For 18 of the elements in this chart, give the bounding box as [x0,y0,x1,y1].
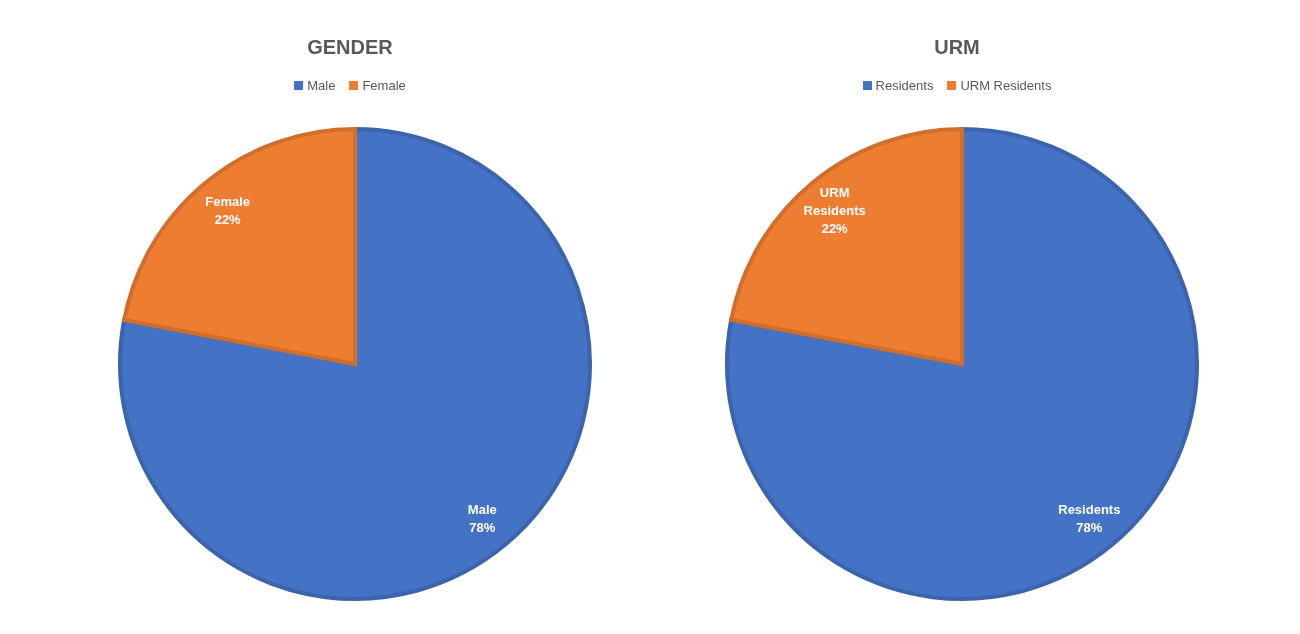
legend-label: Male [307,78,336,93]
legend-label: Female [362,78,406,93]
chart-title: URM [933,36,981,59]
chart-title: GENDER [306,36,394,59]
pie-slice [122,127,357,366]
slice-label: URM Residents [803,184,866,218]
data-label: 22% [821,220,849,236]
data-label: 78% [469,519,496,535]
pie-slice [118,127,592,601]
slice-label: Residents [1058,501,1121,517]
data-label: 78% [1076,519,1103,535]
slice-label: Female [205,193,251,209]
pie-slice [725,127,1199,601]
legend-label: Residents [875,78,934,93]
slice-label: Male [467,501,497,517]
pie-slice [729,127,964,366]
data-label: 22% [214,211,242,227]
legend-label: URM Residents [960,78,1052,93]
